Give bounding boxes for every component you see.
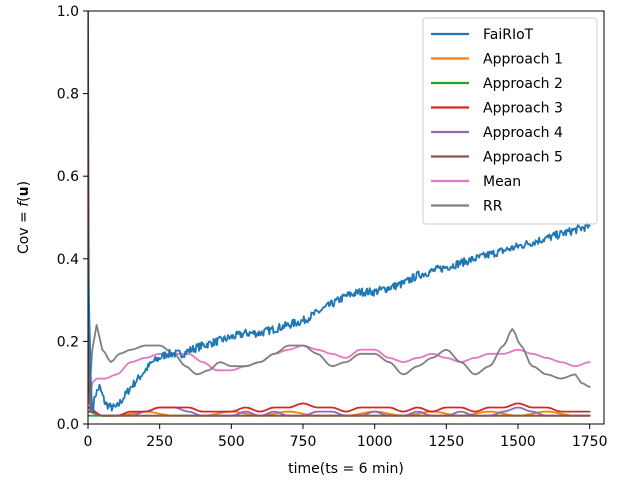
y-tick-label: 0.6 [57,169,79,185]
plot-area [87,10,605,425]
series-line-approach-5 [88,11,591,417]
legend-item: FaiRIoT [431,27,534,43]
series-line-approach-3 [88,402,591,417]
x-axis-ticks: 0 250 500 750 1000 1250 1500 1750 [84,424,608,450]
legend-item: Approach 1 [431,52,563,68]
y-axis-title-open: ( [16,196,32,201]
y-axis-title: Cov = f(u) [16,181,32,254]
y-axis-title-close: ) [16,181,32,186]
axes-frame [87,10,605,425]
y-axis-title-func: f [16,200,32,207]
x-tick-label: 0 [84,434,93,450]
legend-item: Approach 2 [431,76,563,92]
y-axis-title-prefix: Cov = [16,207,32,254]
y-tick-label: 0.4 [57,252,79,268]
legend-label: Approach 3 [483,101,563,117]
legend-label: RR [483,199,503,215]
x-tick-label: 1250 [429,434,465,450]
x-tick-label: 1000 [357,434,393,450]
x-tick-label: 1500 [500,434,536,450]
series-line-fairiot [88,221,591,413]
x-tick-label: 750 [290,434,317,450]
series-lines [88,11,591,417]
y-axis-ticks: 0.0 0.2 0.4 0.6 0.8 1.0 [57,4,88,433]
y-tick-label: 0.0 [57,417,79,433]
y-tick-label: 0.2 [57,334,79,350]
legend-box [422,17,598,225]
legend: FaiRIoT Approach 1 Approach 2 Approach 3 App… [422,17,598,225]
y-axis-title-arg: u [16,186,32,196]
legend-item: Approach 5 [431,150,563,166]
legend-label: Approach 4 [483,125,563,141]
y-tick-label: 0.8 [57,87,79,103]
legend-label: Approach 5 [483,150,563,166]
series-line-mean [88,299,591,405]
legend-label: Mean [483,174,521,190]
legend-item: Approach 4 [431,125,563,141]
legend-item: RR [431,199,503,215]
legend-label: Approach 1 [483,52,563,68]
y-tick-label: 1.0 [57,4,79,20]
legend-label: Approach 2 [483,76,563,92]
legend-label: FaiRIoT [483,27,534,43]
legend-item: Mean [431,174,521,190]
x-tick-label: 500 [218,434,245,450]
x-axis-title: time(ts = 6 min) [288,461,404,477]
x-tick-label: 1750 [572,434,608,450]
legend-item: Approach 3 [431,101,563,117]
x-tick-label: 250 [146,434,173,450]
series-line-rr [88,282,591,392]
